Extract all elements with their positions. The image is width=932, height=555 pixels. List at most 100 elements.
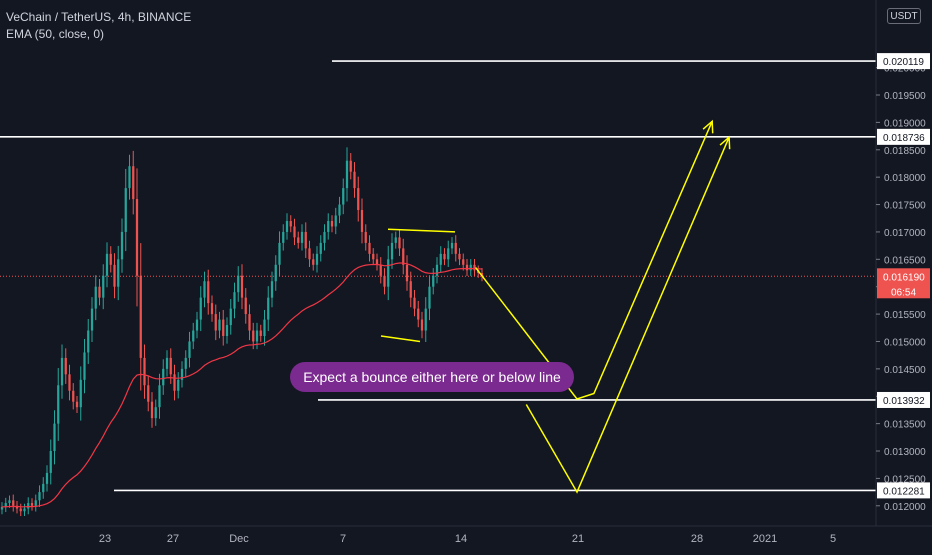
candle-body bbox=[184, 357, 187, 369]
candle-body bbox=[94, 286, 97, 309]
candle-body bbox=[372, 253, 375, 260]
time-tick-label: Dec bbox=[229, 533, 249, 545]
candle-body bbox=[308, 248, 311, 260]
candle-body bbox=[278, 242, 281, 265]
candle-body bbox=[439, 253, 442, 265]
candle-body bbox=[428, 286, 431, 309]
candle-body bbox=[79, 379, 82, 408]
time-tick-label: 21 bbox=[572, 533, 584, 545]
candle-body bbox=[274, 264, 277, 282]
candle-body bbox=[334, 215, 337, 227]
candle-body bbox=[285, 220, 289, 232]
candle-body bbox=[469, 264, 472, 271]
time-tick-label: 2021 bbox=[753, 533, 777, 545]
candle-body bbox=[244, 297, 247, 315]
candle-body bbox=[405, 264, 409, 282]
candle-body bbox=[139, 275, 142, 358]
candle-body bbox=[233, 292, 236, 309]
candle-body bbox=[0, 506, 4, 510]
candle-body bbox=[60, 357, 64, 386]
arrowhead bbox=[719, 135, 731, 150]
candle-body bbox=[102, 275, 105, 298]
level-price-tag-label: 0.013932 bbox=[883, 396, 925, 407]
price-tick-label: 0.012500 bbox=[884, 474, 926, 485]
candle-body bbox=[450, 242, 454, 249]
price-tick-label: 0.020000 bbox=[884, 64, 926, 75]
price-tick-label: 0.014500 bbox=[884, 365, 926, 376]
candle-body bbox=[128, 166, 131, 189]
candle-body bbox=[312, 259, 315, 265]
candle-body bbox=[465, 264, 469, 271]
current-price-tag bbox=[877, 268, 930, 299]
candle-body bbox=[83, 352, 86, 380]
candle-body bbox=[214, 314, 217, 331]
time-tick-label: 28 bbox=[691, 533, 703, 545]
candle-body bbox=[360, 210, 364, 232]
candle-body bbox=[252, 330, 255, 342]
indicator-label[interactable]: EMA (50, close, 0) bbox=[6, 27, 105, 41]
currency-button[interactable]: USDT bbox=[887, 8, 921, 24]
candle-body bbox=[87, 330, 90, 353]
candle-body bbox=[27, 503, 30, 509]
candle-body bbox=[383, 275, 386, 287]
candle-body bbox=[409, 281, 412, 298]
candle-body bbox=[473, 264, 476, 271]
candle-body bbox=[105, 253, 109, 276]
projection-path-1 bbox=[475, 120, 713, 400]
candle-body bbox=[315, 253, 319, 265]
candle-body bbox=[210, 303, 214, 315]
candle-body bbox=[330, 220, 334, 227]
level-price-tag bbox=[877, 128, 930, 145]
candle-body bbox=[120, 231, 124, 260]
candle-body bbox=[177, 379, 180, 391]
price-tick-label: 0.017500 bbox=[884, 201, 926, 212]
candle-body bbox=[180, 368, 184, 380]
drawn-bottom-line bbox=[380, 335, 421, 343]
candle-body bbox=[98, 286, 101, 298]
candle-body bbox=[458, 253, 461, 260]
candle-body bbox=[53, 423, 56, 452]
candle-body bbox=[297, 237, 300, 243]
time-tick-label: 23 bbox=[99, 533, 111, 545]
candle-body bbox=[319, 242, 322, 254]
candle-body bbox=[345, 160, 349, 189]
candle-body bbox=[124, 188, 127, 232]
candle-body bbox=[49, 451, 52, 473]
candle-body bbox=[327, 220, 330, 232]
candle-body bbox=[38, 492, 41, 501]
candle-body bbox=[203, 281, 206, 298]
candle-body bbox=[19, 508, 22, 512]
price-tick-label: 0.016500 bbox=[884, 255, 926, 266]
candle-body bbox=[135, 199, 139, 276]
level-price-tag-label: 0.012281 bbox=[883, 486, 925, 497]
candle-body bbox=[143, 357, 146, 386]
price-tick-label: 0.019000 bbox=[884, 118, 926, 129]
candle-body bbox=[462, 259, 465, 265]
price-tick-label: 0.013500 bbox=[884, 420, 926, 431]
candle-body bbox=[402, 248, 405, 265]
time-tick-label: 27 bbox=[167, 533, 179, 545]
candle-body bbox=[304, 231, 307, 249]
candle-body bbox=[12, 500, 15, 506]
candle-body bbox=[259, 330, 262, 336]
candle-body bbox=[454, 242, 457, 254]
level-price-tag-label: 0.018736 bbox=[883, 133, 925, 144]
candle-body bbox=[154, 407, 157, 419]
candle-body bbox=[375, 259, 379, 265]
candle-body bbox=[199, 297, 202, 320]
candle-body bbox=[424, 308, 427, 331]
annotation-callout[interactable]: Expect a bounce either here or below lin… bbox=[290, 362, 574, 392]
candle-body bbox=[4, 503, 7, 507]
candle-body bbox=[364, 231, 367, 243]
ema-line bbox=[1, 262, 483, 508]
candle-body bbox=[147, 385, 150, 402]
candle-body bbox=[169, 357, 172, 375]
candle-body bbox=[443, 253, 446, 260]
candle-body bbox=[109, 253, 112, 265]
candle-body bbox=[195, 319, 199, 331]
candle-body bbox=[387, 259, 390, 287]
candle-body bbox=[353, 171, 356, 189]
candle-body bbox=[447, 248, 450, 260]
